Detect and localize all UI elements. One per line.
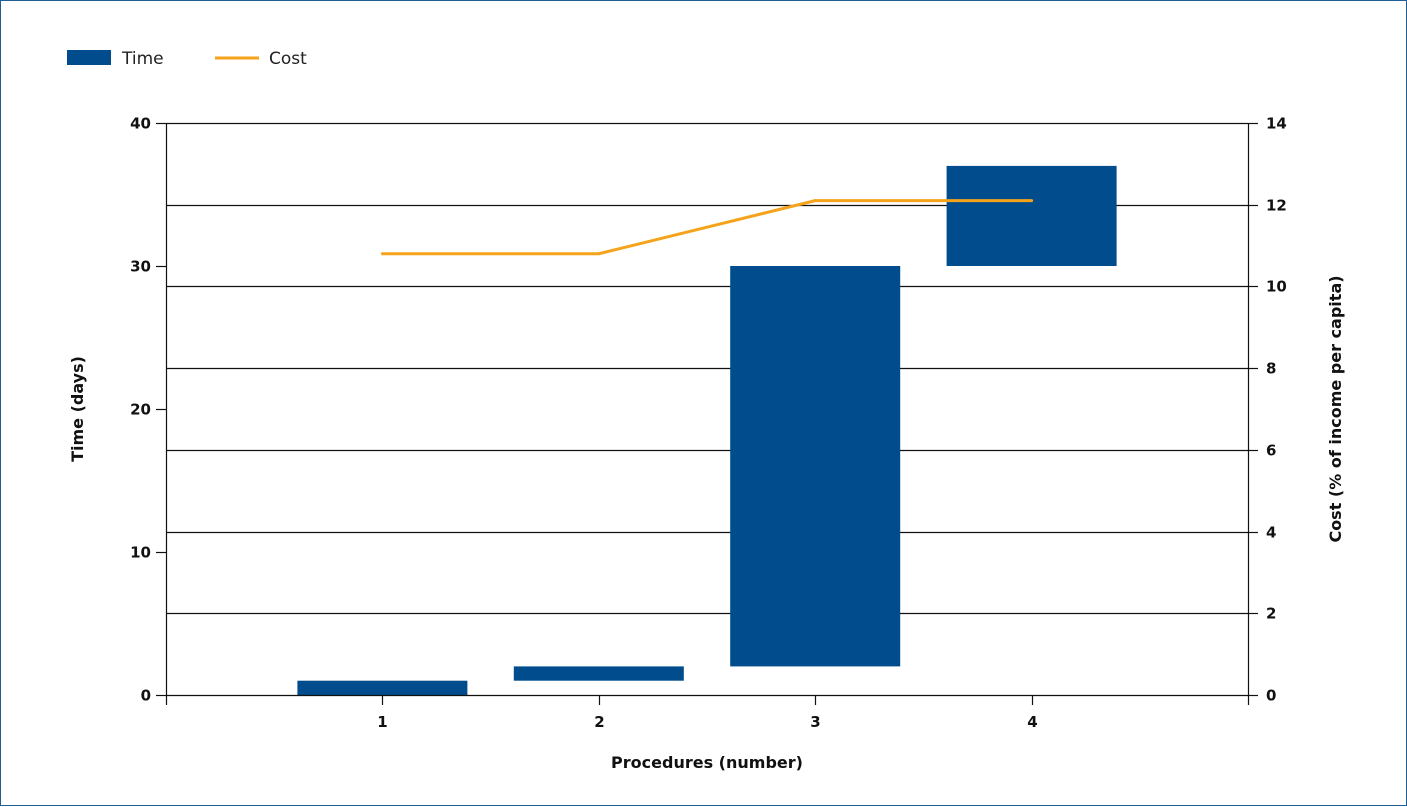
cost-point	[597, 252, 601, 256]
y-tick-label: 40	[130, 115, 151, 133]
legend-label-cost: Cost	[269, 49, 307, 69]
y-tick-label: 0	[141, 687, 151, 705]
y-axis-title: Time (days)	[68, 356, 87, 462]
cost-line	[382, 199, 1032, 256]
grid-lines	[166, 122, 1248, 615]
legend-label-time: Time	[121, 49, 164, 69]
x-tick-label: 2	[594, 713, 604, 731]
time-bar	[297, 680, 468, 695]
y2-tick-label: 10	[1266, 278, 1287, 296]
cost-point	[380, 252, 384, 256]
cost-point	[813, 199, 817, 203]
legend: Time Cost	[67, 49, 307, 69]
legend-swatch-time	[67, 50, 111, 65]
y2-tick-label: 6	[1266, 442, 1276, 460]
y2-axis-title: Cost (% of income per capita)	[1326, 275, 1345, 542]
y2-tick-label: 14	[1266, 115, 1287, 133]
y2-tick-label: 0	[1266, 687, 1276, 705]
cost-point	[1030, 199, 1034, 203]
time-bars	[297, 165, 1117, 695]
x-axis-title: Procedures (number)	[611, 753, 803, 772]
x-tick-label: 3	[810, 713, 820, 731]
y-tick-label: 20	[130, 401, 151, 419]
time-bar	[513, 666, 684, 681]
y2-tick-label: 4	[1266, 524, 1276, 542]
y-tick-label: 30	[130, 258, 151, 276]
cost-line-layer	[380, 199, 1034, 256]
time-bar	[730, 266, 901, 667]
y2-tick-label: 2	[1266, 605, 1276, 623]
x-tick-label: 1	[377, 713, 387, 731]
y2-tick-label: 8	[1266, 360, 1276, 378]
time-bar	[946, 165, 1117, 266]
y-tick-label: 10	[130, 544, 151, 562]
x-tick-label: 4	[1027, 713, 1037, 731]
y2-tick-label: 12	[1266, 197, 1287, 215]
